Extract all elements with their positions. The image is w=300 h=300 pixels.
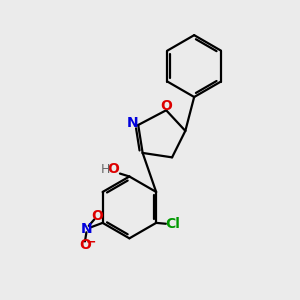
Text: Cl: Cl — [165, 217, 180, 231]
Text: O: O — [107, 162, 119, 176]
Text: N: N — [81, 222, 92, 236]
Text: −: − — [86, 236, 97, 248]
Text: H: H — [101, 163, 110, 176]
Text: N: N — [127, 116, 138, 130]
Text: O: O — [91, 209, 103, 224]
Text: O: O — [79, 238, 91, 252]
Text: O: O — [160, 99, 172, 113]
